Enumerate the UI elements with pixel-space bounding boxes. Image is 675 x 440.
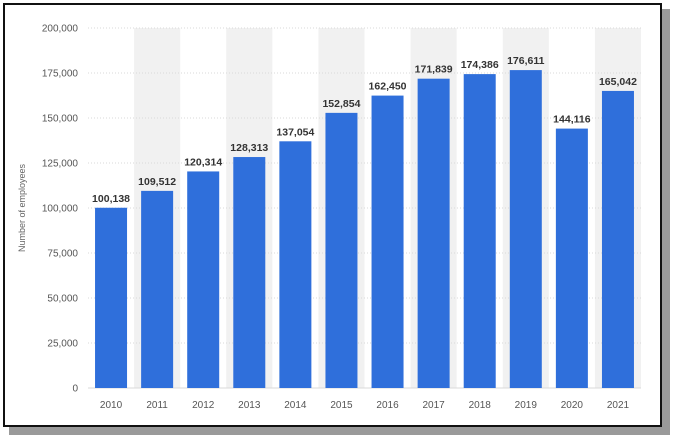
data-label: 100,138 [92, 193, 130, 205]
bar-2012 [187, 171, 220, 388]
x-tick-label: 2013 [238, 400, 261, 411]
bar-2019 [509, 70, 542, 389]
bar-2016 [371, 95, 404, 388]
data-label: 176,611 [507, 55, 545, 67]
bar-2021 [601, 90, 634, 388]
data-label: 120,314 [184, 156, 222, 168]
data-label: 109,512 [138, 176, 176, 188]
y-tick-label: 50,000 [47, 294, 78, 305]
x-tick-label: 2011 [146, 400, 168, 411]
x-tick-label: 2021 [607, 400, 630, 411]
x-tick-label: 2016 [376, 400, 399, 411]
data-label: 137,054 [276, 126, 314, 138]
bars [95, 70, 634, 389]
bar-2017 [417, 78, 450, 389]
y-axis-tick-labels: 0 25,000 50,000 75,000 100,000 125,000 150,000… [42, 24, 79, 395]
data-labels: 100,138 109,512 120,314 128,313 137,054 152,8… [92, 55, 637, 205]
data-label: 165,042 [599, 76, 637, 88]
data-label: 174,386 [461, 59, 499, 71]
data-label: 162,450 [369, 81, 407, 93]
bar-2013 [233, 157, 266, 388]
data-label: 152,854 [322, 98, 360, 110]
x-tick-label: 2014 [284, 400, 307, 411]
gridlines [88, 27, 641, 389]
y-tick-label: 150,000 [42, 114, 79, 125]
x-tick-label: 2010 [100, 400, 123, 411]
y-tick-label: 175,000 [42, 69, 79, 80]
x-tick-label: 2019 [515, 400, 538, 411]
y-tick-label: 125,000 [42, 159, 79, 170]
x-tick-label: 2020 [561, 400, 584, 411]
bar-2011 [141, 190, 174, 388]
bar-2018 [463, 74, 496, 389]
x-tick-label: 2015 [330, 400, 353, 411]
bar-2015 [325, 112, 358, 389]
x-tick-label: 2017 [423, 400, 446, 411]
y-tick-label: 0 [72, 384, 78, 395]
y-tick-label: 25,000 [47, 339, 78, 350]
y-tick-label: 100,000 [42, 204, 79, 215]
x-tick-label: 2012 [192, 400, 215, 411]
bar-2010 [95, 207, 128, 388]
y-tick-label: 75,000 [47, 249, 78, 260]
data-label: 144,116 [553, 114, 591, 126]
data-label: 128,313 [230, 142, 268, 154]
y-tick-label: 200,000 [42, 24, 79, 35]
bar-2020 [555, 128, 588, 389]
data-label: 171,839 [415, 64, 453, 76]
y-axis-title: Number of employees [17, 163, 27, 252]
x-axis-tick-labels: 2010 2011 2012 2013 2014 2015 2016 2017 2018 2019… [100, 400, 630, 411]
x-tick-label: 2018 [469, 400, 492, 411]
bar-2014 [279, 141, 312, 388]
